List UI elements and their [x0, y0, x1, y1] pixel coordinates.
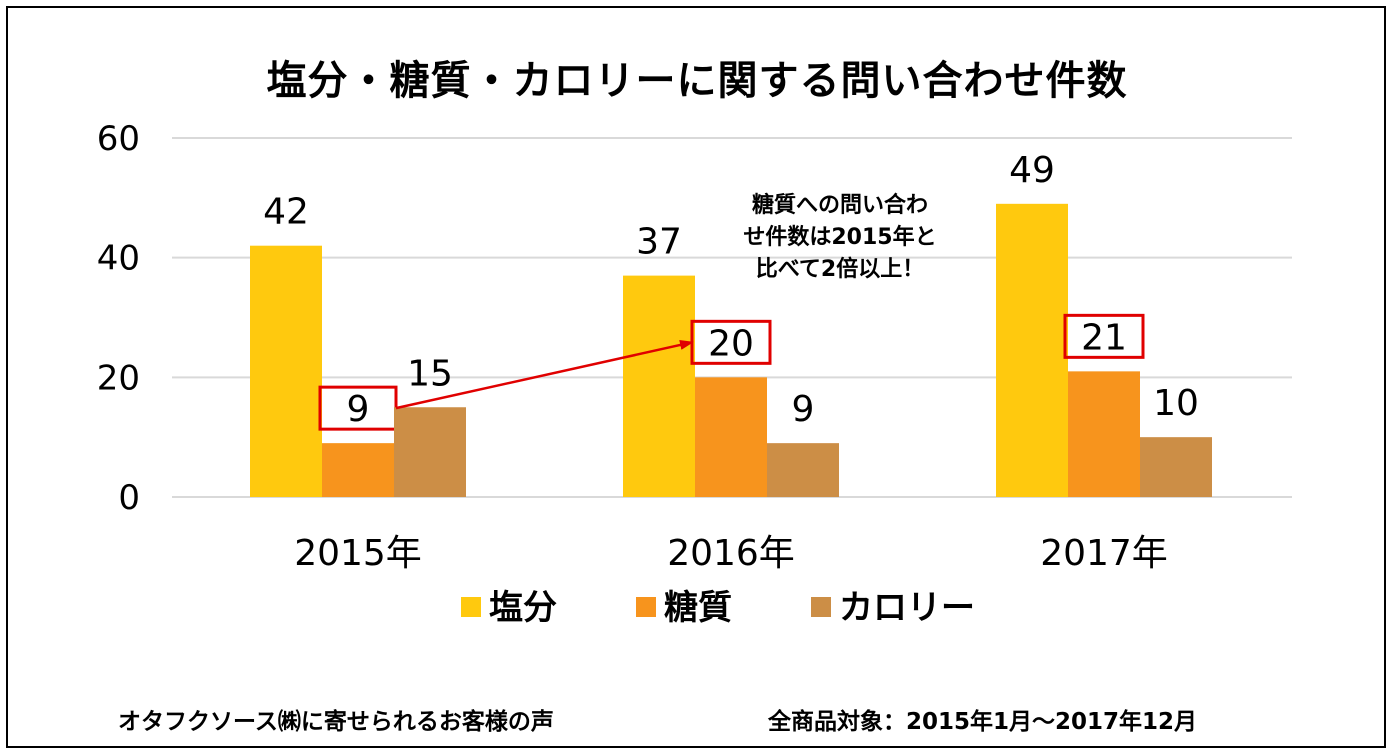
footer-period: 全商品対象：2015年1月～2017年12月 [768, 709, 1198, 735]
bar [1068, 371, 1140, 497]
annotation-arrow [395, 340, 694, 410]
y-tick-label: 20 [97, 358, 140, 398]
y-tick-label: 40 [97, 239, 140, 279]
data-label: 20 [708, 323, 754, 364]
legend-label: 糖質 [664, 588, 732, 628]
bar [1140, 437, 1212, 497]
bar [623, 275, 695, 497]
bar [996, 203, 1068, 498]
legend-swatch [811, 597, 831, 617]
x-tick-label: 2015年 [294, 533, 422, 574]
legend-label: 塩分 [489, 588, 557, 628]
data-label: 9 [792, 389, 815, 430]
highlight-box [1063, 313, 1145, 359]
legend-swatch [461, 597, 481, 617]
annotation-line: せ件数は2015年と [743, 224, 936, 250]
bar [322, 443, 394, 497]
y-tick-label: 60 [97, 119, 140, 159]
chart-title: 塩分・糖質・カロリーに関する問い合わせ件数 [266, 58, 1128, 104]
data-label: 21 [1081, 317, 1127, 358]
x-tick-label: 2016年 [667, 533, 795, 574]
bar [394, 407, 466, 497]
data-label: 42 [263, 192, 309, 233]
annotation-text: 糖質への問い合わせ件数は2015年と比べて2倍以上！ [743, 192, 936, 282]
data-label: 15 [407, 353, 453, 394]
legend-swatch [636, 597, 656, 617]
annotation-line: 比べて2倍以上！ [756, 256, 924, 282]
annotation-line: 糖質への問い合わ [752, 192, 928, 218]
bar [250, 245, 322, 497]
data-label: 49 [1009, 150, 1055, 191]
x-tick-label: 2017年 [1040, 533, 1168, 574]
data-label: 9 [347, 389, 370, 430]
y-tick-label: 0 [118, 478, 140, 518]
bar [767, 443, 839, 497]
footer-source: オタフクソース㈱に寄せられるお客様の声 [118, 709, 554, 735]
data-label: 10 [1153, 383, 1199, 424]
legend-label: カロリー [839, 588, 975, 628]
bar [695, 377, 767, 497]
data-label: 37 [636, 222, 682, 263]
